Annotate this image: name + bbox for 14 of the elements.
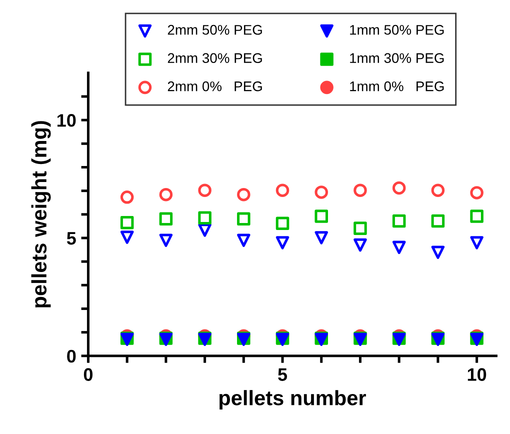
legend-label: 1mm 50% PEG bbox=[350, 24, 444, 35]
legend-label: 2mm 50% PEG bbox=[168, 24, 262, 35]
legend-label: 1mm 30% PEG bbox=[350, 53, 444, 63]
x-tick-label: 5 bbox=[278, 368, 288, 381]
legend-label: 2mm 30% PEG bbox=[168, 53, 262, 63]
legend-label: 1mm 0% PEG bbox=[350, 81, 444, 92]
x-tick-label: 0 bbox=[84, 368, 93, 381]
x-tick-label: 10 bbox=[468, 368, 486, 381]
legend-label: 2mm 0% PEG bbox=[168, 81, 262, 92]
y-tick-label: 5 bbox=[66, 232, 76, 245]
y-tick-label: 10 bbox=[57, 114, 76, 127]
y-axis-title: pellets weight (mg) bbox=[31, 121, 51, 308]
x-axis-title: pellets number bbox=[220, 390, 366, 410]
y-tick-label: 0 bbox=[67, 350, 76, 363]
